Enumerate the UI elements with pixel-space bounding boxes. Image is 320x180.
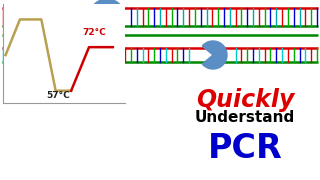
Ellipse shape [93, 2, 121, 18]
Text: 94°C: 94°C [2, 0, 26, 1]
Wedge shape [89, 0, 121, 35]
Wedge shape [202, 41, 227, 69]
Text: 57°C: 57°C [46, 91, 69, 100]
Text: PCR: PCR [208, 132, 282, 165]
Text: Understand: Understand [195, 110, 295, 125]
Text: Quickly: Quickly [196, 88, 294, 112]
Text: 72°C: 72°C [82, 28, 106, 37]
